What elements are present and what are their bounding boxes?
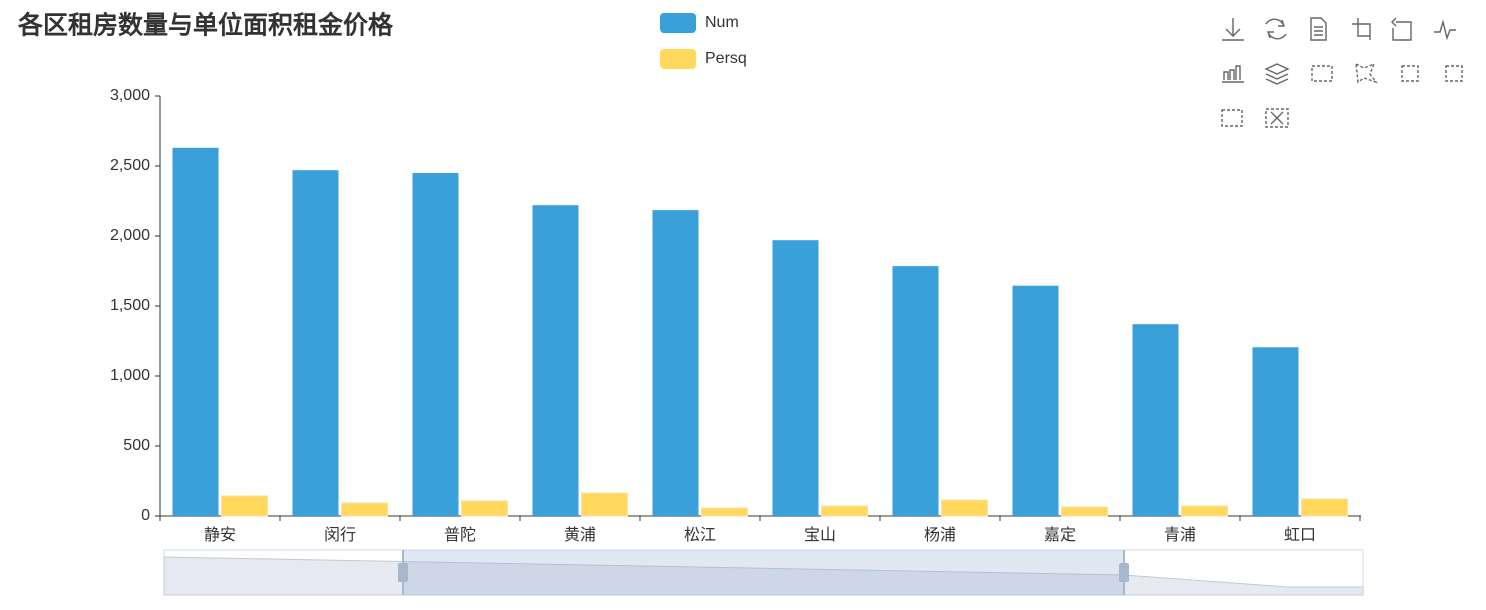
y-tick-label: 0	[141, 507, 150, 524]
x-tick-label: 普陀	[444, 526, 476, 544]
bar	[1012, 285, 1059, 516]
y-tick-label: 2,500	[110, 157, 150, 174]
zoom-handle[interactable]	[1119, 563, 1129, 582]
tool-rect-select[interactable]	[1311, 65, 1333, 82]
bar	[341, 502, 388, 517]
bar	[1301, 498, 1348, 517]
zoom-shadow	[163, 556, 1364, 596]
bar	[821, 505, 868, 517]
bar	[532, 205, 579, 516]
bar	[461, 500, 508, 517]
data-zoom[interactable]	[163, 549, 1364, 596]
y-tick-label: 500	[123, 437, 150, 454]
bar	[1061, 506, 1108, 517]
tool-line[interactable]	[1434, 19, 1456, 41]
bar	[412, 173, 459, 516]
tool-brush-keep[interactable]	[1221, 109, 1243, 127]
x-tick-label: 闵行	[324, 526, 356, 544]
legend-swatch	[660, 13, 696, 33]
tool-data-view[interactable]	[1310, 17, 1327, 41]
tool-brush-clear[interactable]	[1265, 108, 1289, 128]
bar	[581, 492, 628, 517]
y-tick-label: 1,000	[110, 367, 150, 384]
x-tick-label: 静安	[204, 526, 236, 544]
tool-restore[interactable]	[1265, 18, 1287, 40]
x-tick-label: 杨浦	[924, 526, 956, 544]
bar	[1132, 324, 1179, 516]
legend-label: Num	[705, 14, 739, 31]
y-tick-label: 2,000	[110, 227, 150, 244]
bar	[292, 170, 339, 516]
legend-label: Persq	[705, 50, 747, 67]
zoom-handle[interactable]	[398, 563, 408, 582]
chart-title: 各区租房数量与单位面积租金价格	[17, 11, 394, 40]
bar	[172, 147, 219, 517]
y-tick-label: 1,500	[110, 297, 150, 314]
tool-save[interactable]	[1222, 18, 1244, 41]
x-tick-label: 青浦	[1164, 526, 1196, 544]
tool-bar[interactable]	[1222, 65, 1244, 83]
bar	[701, 507, 748, 517]
bar	[1181, 505, 1228, 517]
tool-keep[interactable]	[1401, 65, 1419, 82]
tool-zoom[interactable]	[1352, 18, 1371, 40]
bar	[892, 266, 939, 516]
x-tick-label: 松江	[684, 526, 716, 544]
bar	[772, 240, 819, 516]
y-tick-label: 3,000	[110, 87, 150, 104]
bar	[941, 499, 988, 517]
bar	[221, 495, 268, 517]
legend-swatch	[660, 49, 696, 69]
x-tick-label: 嘉定	[1044, 526, 1076, 544]
toolbox	[1221, 17, 1463, 128]
x-tick-label: 宝山	[804, 526, 836, 544]
x-tick-label: 黄浦	[564, 526, 596, 544]
tool-polygon-select[interactable]	[1355, 62, 1378, 84]
tool-zoom-back[interactable]	[1391, 17, 1412, 41]
bar	[1252, 347, 1299, 516]
tool-stack[interactable]	[1264, 63, 1290, 85]
tool-clear[interactable]	[1445, 65, 1463, 82]
zoom-window[interactable]	[403, 550, 1124, 595]
legend: Num Persq	[660, 13, 747, 69]
bar	[652, 210, 699, 516]
x-tick-label: 虹口	[1284, 526, 1316, 544]
